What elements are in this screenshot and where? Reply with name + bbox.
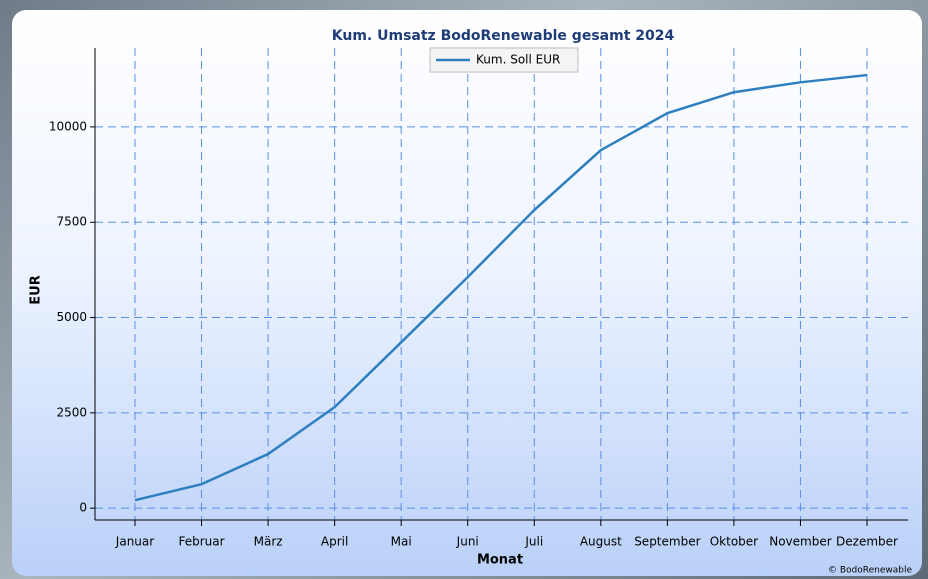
x-axis-label: Monat [477,553,523,568]
x-tick-label: März [254,535,283,549]
x-tick-label: Juli [524,535,543,549]
panel [12,10,922,576]
x-tick-label: August [580,535,622,549]
y-tick-label: 10000 [49,119,87,133]
x-tick-label: Dezember [836,535,898,549]
y-tick-label: 5000 [56,310,87,324]
chart-title: Kum. Umsatz BodoRenewable gesamt 2024 [332,28,675,44]
x-tick-label: Oktober [710,535,758,549]
x-tick-label: November [769,535,831,549]
legend-label: Kum. Soll EUR [476,53,560,67]
x-tick-label: Februar [179,535,225,549]
y-tick-label: 2500 [56,405,87,419]
y-tick-label: 0 [79,501,87,515]
y-tick-label: 7500 [56,215,87,229]
x-tick-label: Juni [456,535,479,549]
footer: © BodoRenewable [828,566,912,576]
line [134,73,868,502]
x-tick-label: April [321,535,348,549]
x-tick-label: Mai [391,535,412,549]
x-tick-label: Januar [115,535,154,549]
x-tick-label: September [634,535,700,549]
y-axis-label: EUR [29,275,44,304]
